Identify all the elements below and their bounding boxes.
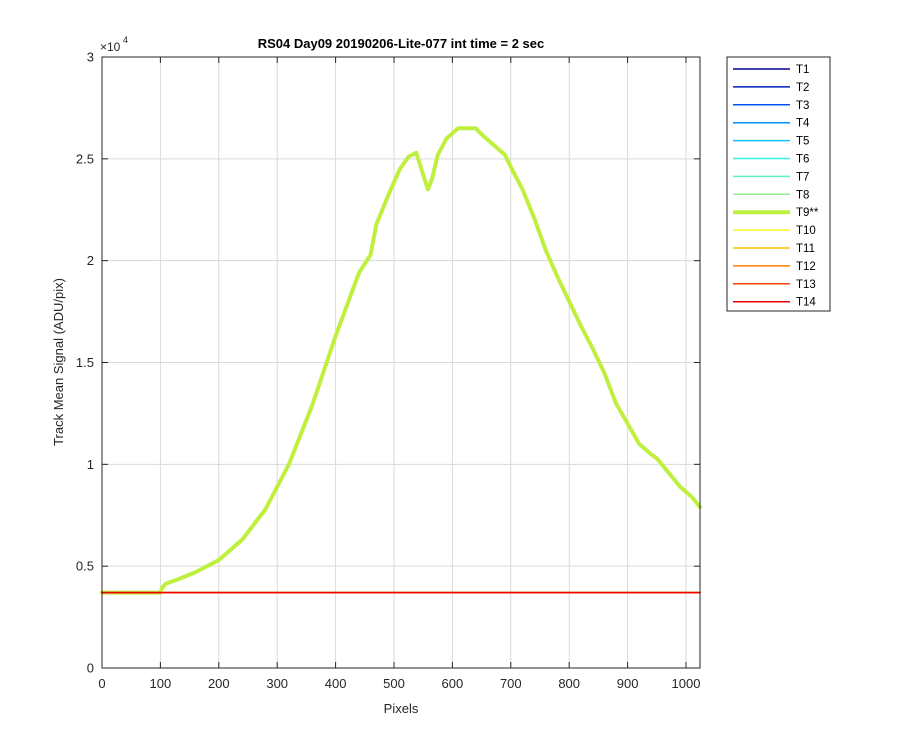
x-tick-label: 900 [617, 676, 639, 691]
legend-items: T1 T2 T3 T4 T5 T6 T7 T8 T9** T10 T11 T12 T13 T14 [733, 64, 819, 309]
legend-label: T7 [796, 171, 809, 183]
legend-box [726, 56, 831, 312]
x-axis-label: Pixels [384, 701, 419, 716]
x-tick-label: 100 [150, 676, 172, 691]
series-line-t9 [100, 126, 702, 595]
ticks [101, 56, 700, 669]
legend: T1 T2 T3 T4 T5 T6 T7 T8 T9** T10 T11 T12 T13 T14 [726, 56, 831, 312]
legend-item: T3 [733, 100, 809, 112]
legend-label: T9** [796, 207, 819, 219]
x-tick-labels: 0 100 200 300 400 500 600 700 800 900 1000 [98, 676, 700, 691]
legend-item: T12 [733, 261, 816, 273]
x-tick-label: 600 [442, 676, 464, 691]
legend-label: T14 [796, 297, 816, 309]
x-tick-label: 800 [558, 676, 580, 691]
legend-label: T11 [796, 243, 815, 255]
chart-title: RS04 Day09 20190206-Lite-077 int time = … [258, 36, 545, 51]
legend-item: T9** [733, 207, 819, 219]
legend-item: T13 [733, 279, 816, 291]
y-tick-label: 2.5 [76, 151, 94, 166]
legend-item: T8 [733, 189, 809, 201]
y-tick-label: 0.5 [76, 559, 94, 574]
series-lines [100, 126, 702, 595]
legend-item: T5 [733, 136, 809, 148]
legend-item: T6 [733, 154, 809, 166]
legend-label: T6 [796, 154, 809, 166]
legend-label: T1 [796, 64, 809, 76]
legend-item: T4 [733, 118, 810, 130]
x-tick-label: 500 [383, 676, 405, 691]
y-exponent-base: ×10 [100, 40, 121, 54]
x-tick-label: 200 [208, 676, 230, 691]
x-tick-label: 700 [500, 676, 522, 691]
legend-label: T12 [796, 261, 816, 273]
legend-item: T1 [733, 64, 809, 76]
legend-label: T8 [796, 189, 809, 201]
y-axis-label: Track Mean Signal (ADU/pix) [51, 278, 66, 446]
x-tick-label: 0 [98, 676, 105, 691]
legend-item: T2 [733, 82, 809, 94]
y-tick-label: 1 [87, 457, 94, 472]
x-tick-label: 400 [325, 676, 347, 691]
legend-item: T7 [733, 171, 809, 183]
x-tick-label: 1000 [672, 676, 701, 691]
legend-label: T13 [796, 279, 816, 291]
legend-label: T5 [796, 136, 809, 148]
x-tick-label: 300 [266, 676, 288, 691]
legend-item: T10 [733, 225, 816, 237]
legend-label: T2 [796, 82, 809, 94]
legend-label: T10 [796, 225, 816, 237]
y-exponent-power: 4 [123, 35, 128, 45]
legend-label: T4 [796, 118, 810, 130]
legend-label: T3 [796, 100, 809, 112]
y-tick-label: 0 [87, 661, 94, 676]
y-tick-label: 3 [87, 50, 94, 65]
y-tick-label: 2 [87, 253, 94, 268]
legend-item: T14 [733, 297, 816, 309]
y-tick-labels: 0 0.5 1 1.5 2 2.5 3 [76, 50, 94, 676]
y-tick-label: 1.5 [76, 355, 94, 370]
legend-item: T11 [733, 243, 815, 255]
